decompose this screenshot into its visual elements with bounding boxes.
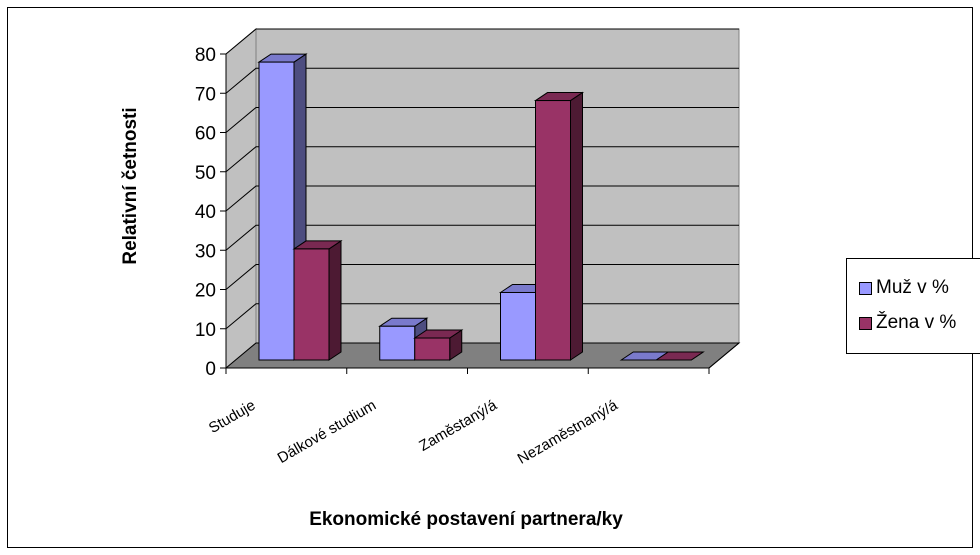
y-tick-label: 50 <box>195 163 216 184</box>
x-tick-label: Studuje <box>206 397 259 437</box>
y-tick-label: 40 <box>195 202 216 223</box>
bar-front-face <box>535 100 571 361</box>
y-tick-label: 60 <box>195 124 216 145</box>
x-axis-depth-line <box>708 342 740 369</box>
x-axis-title: Ekonomické postavení partnera/ky <box>309 509 623 530</box>
legend-label-muz: Muž v % <box>876 277 949 298</box>
y-tick-label: 70 <box>195 84 216 105</box>
bar-front-face <box>258 61 295 361</box>
chart-svg: 0 10 20 30 40 50 60 70 80 Studuje Dálkové studium Z… <box>120 27 741 530</box>
legend-item-zena: Žena v % <box>859 312 956 334</box>
chart-area: 0 10 20 30 40 50 60 70 80 Studuje Dálkové studium Z… <box>7 7 980 548</box>
legend-swatch-muz <box>859 281 872 295</box>
bar-muz <box>257 53 308 361</box>
bar-front-face <box>500 291 536 361</box>
bar-top-face <box>654 351 705 361</box>
bar-front-face <box>379 325 416 361</box>
bar-front-face <box>293 248 330 361</box>
legend-label-zena: Žena v % <box>876 312 957 333</box>
y-tick-label: 80 <box>195 45 216 66</box>
bar-zena <box>413 329 464 361</box>
y-tick-label: 0 <box>205 359 216 380</box>
chart-legend: Muž v % Žena v % <box>846 258 980 354</box>
bar-side-face <box>328 239 342 361</box>
bar-zena <box>533 91 585 361</box>
x-tick-label: Zaměstaný/á <box>416 396 500 454</box>
x-tick-label: Dálkové studium <box>275 397 380 467</box>
gridline <box>225 67 739 94</box>
legend-swatch-zena <box>859 316 872 330</box>
y-tick-label: 10 <box>195 320 216 341</box>
bar-zena <box>654 351 705 361</box>
bar-side-face <box>570 91 583 361</box>
y-tick-label: 20 <box>195 281 216 302</box>
y-axis-title: Relativní četnosti <box>120 107 141 264</box>
gridline <box>225 28 739 55</box>
legend-item-muz: Muž v % <box>859 277 949 299</box>
bar-zena <box>292 239 343 361</box>
y-tick-label: 30 <box>195 241 216 262</box>
bar-front-face <box>414 337 451 361</box>
x-tick-label: Nezaměstnaný/á <box>515 396 622 467</box>
